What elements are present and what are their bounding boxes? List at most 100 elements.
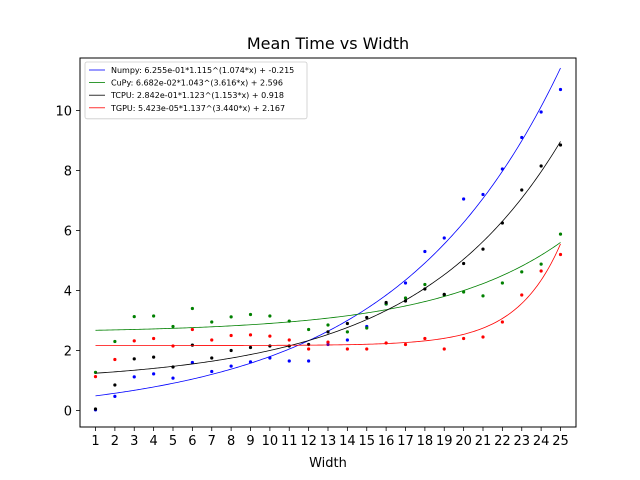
data-point-series-2 [268, 314, 272, 318]
x-tick-label: 19 [436, 434, 453, 449]
data-point-series-4 [403, 342, 408, 347]
data-point-series-1 [520, 135, 524, 140]
y-tick-label: 4 [64, 285, 72, 300]
data-point-series-2 [365, 326, 369, 330]
axis-ticks: 1 2 3 4 5 6 7 8 9 10 11 12 13 14 15 16 17 18 19 20 21 22 23 24 2… [55, 105, 568, 450]
data-point-series-1 [210, 369, 214, 374]
x-tick-label: 3 [130, 434, 138, 449]
data-point-series-1 [500, 167, 504, 171]
data-point-series-1 [152, 372, 156, 376]
data-point-series-3 [210, 356, 214, 360]
data-point-series-4 [248, 333, 253, 337]
data-point-series-1 [229, 364, 233, 368]
data-point-series-4 [365, 347, 369, 351]
x-tick-label: 4 [149, 434, 157, 449]
data-point-series-3 [248, 345, 253, 350]
data-point-series-2 [326, 323, 330, 327]
data-point-series-3 [345, 321, 349, 326]
data-point-series-2 [132, 315, 136, 319]
data-point-series-3 [326, 330, 330, 334]
x-tick-label: 24 [533, 434, 550, 449]
data-point-series-4 [307, 347, 311, 351]
data-point-series-4 [210, 338, 214, 342]
y-tick-label: 0 [64, 405, 72, 420]
data-point-series-2 [345, 330, 349, 334]
data-point-series-1 [442, 236, 446, 240]
data-point-series-2 [171, 324, 175, 329]
data-point-series-4 [229, 333, 233, 338]
x-tick-label: 7 [208, 434, 216, 449]
data-point-series-4 [93, 375, 98, 379]
data-point-series-1 [539, 110, 543, 114]
legend-box [84, 61, 308, 120]
data-point-series-3 [403, 299, 408, 303]
data-point-series-3 [307, 342, 311, 347]
data-point-series-2 [287, 319, 291, 323]
x-tick-label: 18 [417, 434, 434, 449]
data-point-series-4 [520, 293, 524, 297]
data-point-series-1 [423, 249, 427, 254]
x-tick-label: 11 [281, 434, 298, 449]
data-point-series-4 [268, 334, 272, 338]
data-point-series-1 [558, 87, 563, 92]
x-tick-label: 5 [169, 434, 177, 449]
data-point-series-2 [229, 315, 233, 319]
data-point-series-4 [462, 336, 466, 341]
x-tick-label: 1 [91, 434, 99, 449]
data-point-series-1 [113, 394, 117, 398]
data-point-series-2 [113, 339, 117, 344]
data-point-series-3 [365, 315, 369, 320]
fit-line-series-2 [95, 242, 561, 331]
data-point-series-2 [462, 290, 466, 294]
x-tick-label: 10 [262, 434, 279, 449]
data-point-series-2 [423, 282, 427, 287]
data-point-series-2 [210, 320, 214, 324]
data-point-series-4 [539, 269, 543, 273]
legend-label-series-2: CuPy: 6.682e-02*1.043^(3.616*x) + 2.596 [111, 79, 283, 88]
legend-label-series-1: Numpy: 6.255e-01*1.115^(1.074*x) + -0.21… [111, 66, 294, 75]
data-point-series-1 [403, 281, 408, 285]
x-tick-label: 21 [475, 434, 492, 449]
data-point-series-2 [248, 312, 253, 317]
data-point-series-1 [345, 338, 349, 342]
data-point-series-3 [384, 300, 388, 305]
data-point-series-4 [326, 340, 330, 344]
x-tick-label: 23 [513, 434, 530, 449]
data-point-series-2 [152, 314, 156, 318]
y-tick-label: 10 [55, 105, 72, 120]
x-tick-label: 12 [300, 434, 317, 449]
x-tick-label: 20 [455, 434, 472, 449]
x-tick-label: 16 [378, 434, 395, 449]
data-point-series-1 [248, 360, 253, 364]
data-point-series-3 [462, 261, 466, 266]
chart-title: Mean Time vs Width [247, 34, 409, 53]
data-point-series-3 [132, 357, 136, 361]
data-point-series-1 [268, 356, 272, 360]
data-point-series-3 [268, 344, 272, 348]
x-tick-label: 15 [358, 434, 375, 449]
data-point-series-3 [229, 348, 233, 353]
data-point-series-2 [520, 270, 524, 274]
data-point-series-3 [171, 365, 175, 369]
x-tick-label: 9 [246, 434, 254, 449]
data-point-series-4 [558, 252, 563, 257]
data-point-series-2 [539, 262, 543, 266]
data-point-series-1 [287, 359, 291, 363]
x-tick-label: 6 [188, 434, 196, 449]
x-tick-label: 22 [494, 434, 511, 449]
data-point-series-4 [384, 341, 388, 345]
data-point-series-2 [403, 296, 408, 300]
data-point-series-4 [113, 357, 117, 362]
plot-area [93, 67, 563, 412]
data-point-series-4 [152, 336, 156, 341]
legend: Numpy: 6.255e-01*1.115^(1.074*x) + -0.21… [84, 61, 308, 120]
data-point-series-2 [307, 327, 311, 332]
data-point-series-4 [132, 339, 136, 343]
data-point-series-3 [152, 355, 156, 359]
data-point-series-2 [558, 232, 563, 236]
legend-label-series-3: TCPU: 2.842e-01*1.123^(1.153*x) + 0.918 [110, 91, 284, 100]
data-point-series-3 [558, 143, 563, 147]
data-point-series-1 [462, 197, 466, 201]
x-tick-label: 8 [227, 434, 235, 449]
